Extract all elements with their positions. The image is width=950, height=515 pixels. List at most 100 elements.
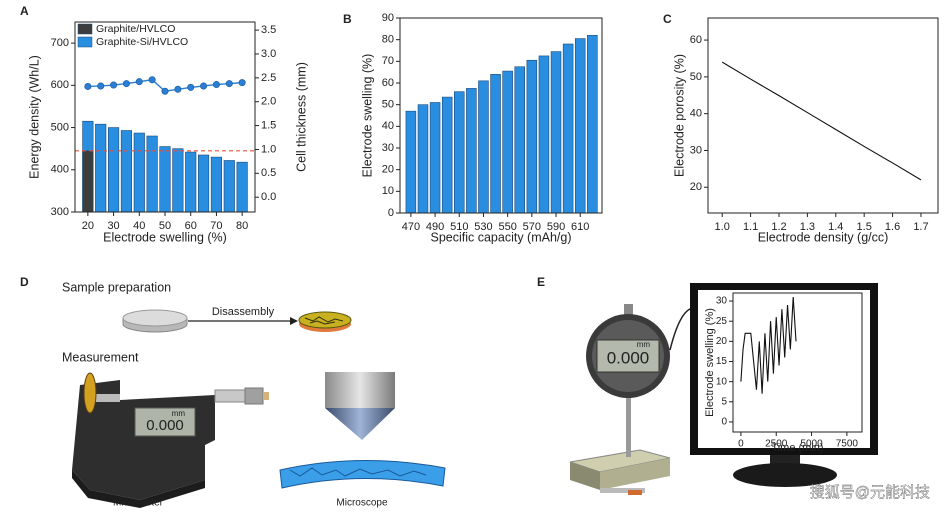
y-tick-label: 60 (382, 77, 394, 89)
data-point (174, 85, 182, 93)
y-tick-label: 5 (721, 396, 727, 407)
x-axis-label: Electrode swelling (%) (103, 230, 227, 244)
y2-tick-label: 1.5 (261, 119, 276, 131)
bar (417, 104, 429, 214)
y-tick-label: 10 (716, 376, 728, 387)
bar (133, 132, 145, 213)
caption: Microscope (336, 498, 388, 509)
y-tick-label: 700 (51, 37, 69, 49)
y-tick-label: 70 (382, 55, 394, 67)
x-tick-label: 1.7 (913, 221, 928, 233)
bar (526, 59, 538, 214)
micrometer-drawing (72, 372, 269, 508)
panel-d: D Sample preparation Disassembly Measure… (20, 275, 446, 509)
y-tick-label: 80 (382, 34, 394, 46)
y-axis-label: Electrode porosity (%) (672, 54, 686, 177)
y2-tick-label: 2.0 (261, 96, 276, 108)
bar (550, 51, 562, 214)
bar (538, 55, 550, 214)
x-tick-label: 510 (450, 221, 468, 233)
data-point (135, 78, 143, 86)
monitor (690, 283, 878, 487)
x-tick-label: 80 (236, 220, 248, 232)
bar (120, 130, 132, 213)
x-tick-label: 70 (210, 220, 222, 232)
arrow-head (290, 317, 298, 325)
x-tick-label: 1.1 (743, 221, 758, 233)
bar (236, 161, 248, 213)
data-point (148, 76, 156, 84)
x-tick-label: 2500 (765, 439, 788, 450)
display-reading: 0.000 (607, 348, 650, 367)
panel-label: E (537, 275, 545, 289)
y-axis-label: Energy density (Wh/L) (27, 55, 41, 179)
bar (562, 43, 574, 214)
y2-tick-label: 1.0 (261, 143, 276, 155)
bar (108, 127, 120, 213)
data-point (161, 87, 169, 95)
y-tick-label: 50 (382, 99, 394, 111)
y-tick-label: 10 (382, 185, 394, 197)
bar (82, 150, 94, 213)
data-line (740, 296, 797, 394)
panel-e: E mm 0.000 搜狐号@元能科技 (537, 275, 930, 501)
x-tick-label: 490 (426, 221, 444, 233)
x-tick-label: 1.6 (885, 221, 900, 233)
bar (172, 148, 184, 213)
bar (429, 102, 441, 214)
y-tick-label: 600 (51, 79, 69, 91)
label: Disassembly (212, 306, 275, 318)
y-tick-label: 50 (690, 71, 702, 83)
y2-tick-label: 2.5 (261, 72, 276, 84)
data-point (110, 81, 118, 89)
y-axis-label: Electrode swelling (%) (704, 308, 716, 417)
display-unit: mm (637, 340, 651, 349)
x-tick-label: 40 (133, 220, 145, 232)
y-tick-label: 20 (382, 164, 394, 176)
legend-swatch (77, 36, 93, 48)
y-tick-label: 30 (690, 144, 702, 156)
y-tick-label: 60 (690, 34, 702, 46)
data-point (97, 82, 105, 90)
x-tick-label: 530 (474, 221, 492, 233)
y-tick-label: 400 (51, 164, 69, 176)
y-tick-label: 500 (51, 121, 69, 133)
data-point (238, 79, 246, 87)
bar (454, 91, 465, 214)
x-tick-label: 1.3 (800, 221, 815, 233)
x-tick-label: 60 (185, 220, 197, 232)
x-tick-label: 590 (547, 221, 565, 233)
plot-frame (707, 17, 939, 214)
y2-tick-label: 3.0 (261, 48, 276, 60)
legend-label: Graphite/HVLCO (96, 23, 175, 35)
bar (223, 160, 235, 213)
data-point (212, 81, 220, 89)
plot-frame (732, 292, 863, 433)
label: Sample preparation (62, 280, 171, 294)
bar (146, 135, 158, 213)
x-tick-label: 30 (107, 220, 119, 232)
watermark: 搜狐号@元能科技 (810, 484, 930, 501)
plot-frame (74, 21, 256, 213)
x-tick-label: 1.5 (857, 221, 872, 233)
x-tick-label: 0 (738, 439, 744, 450)
x-axis-label: Time (min) (771, 442, 823, 454)
x-tick-label: 570 (523, 221, 541, 233)
data-point (200, 82, 208, 90)
panel-label: D (20, 275, 29, 289)
x-tick-label: 550 (498, 221, 516, 233)
x-tick-label: 470 (402, 221, 420, 233)
panel-label: B (343, 12, 352, 26)
y2-tick-label: 0.0 (261, 191, 276, 203)
y-tick-label: 15 (716, 356, 728, 367)
bar (198, 154, 210, 213)
bar (159, 146, 171, 213)
bar (441, 96, 453, 214)
data-point (225, 80, 233, 88)
y-tick-label: 40 (382, 120, 394, 132)
bar (478, 80, 489, 214)
data-point (187, 83, 195, 91)
panel-label: A (20, 4, 29, 18)
coin-cell (122, 309, 188, 333)
